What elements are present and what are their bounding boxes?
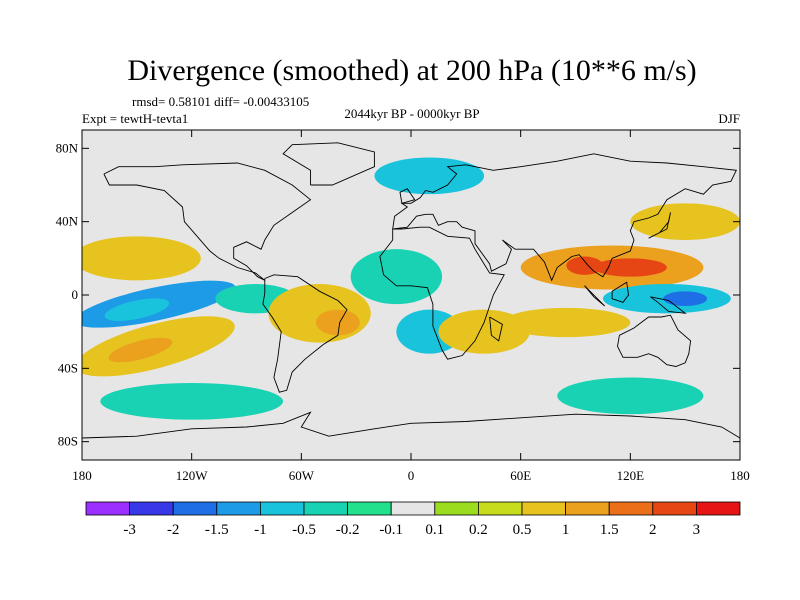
colorbar-label: 0.2	[469, 522, 488, 538]
colorbar-swatch	[608, 501, 654, 516]
coastline-10	[489, 316, 503, 342]
y-tick-label: 40S	[58, 360, 78, 375]
coastline-3	[392, 153, 737, 282]
experiment-label: Expt = tewtH-tevta1	[82, 111, 188, 126]
colorbar-swatch	[172, 501, 218, 516]
colorbar-swatch	[521, 501, 566, 516]
colorbar-swatch	[390, 501, 436, 516]
x-tick-label: 60W	[289, 468, 315, 483]
divergence-anomaly-16	[502, 307, 631, 338]
colorbar-swatch	[303, 501, 348, 516]
x-tick-label: 0	[408, 468, 415, 483]
colorbar-label: -3	[123, 522, 136, 538]
colorbar-label: -0.1	[379, 522, 403, 538]
colorbar: -3 -2 -1.5 -1 -0.5 -0.2 -0.1 0.1 0.2 0.5 1 1.5 2 3	[85, 501, 741, 538]
divergence-anomaly-17	[374, 157, 485, 195]
y-tick-label: 40N	[56, 214, 79, 229]
colorbar-swatch	[85, 501, 130, 516]
divergence-anomaly-7	[315, 309, 360, 336]
colorbar-label: -1	[254, 522, 267, 538]
colorbar-label: 1	[562, 522, 570, 538]
x-tick-label: 60E	[510, 468, 531, 483]
coastline-6	[282, 142, 375, 186]
divergence-anomaly-20	[557, 377, 704, 415]
colorbar-swatch	[129, 501, 174, 516]
coastline-0	[103, 162, 312, 281]
colorbar-swatch	[347, 501, 392, 516]
coastlines	[82, 142, 740, 439]
x-tick-label: 180	[730, 468, 750, 483]
divergence-anomaly-19	[100, 383, 284, 420]
y-tick-label: 80N	[56, 140, 79, 155]
chart-title: Divergence (smoothed) at 200 hPa (10**6 …	[127, 54, 696, 87]
coastline-1	[262, 274, 348, 393]
coastline-4	[617, 314, 692, 367]
y-tick-label: 0	[72, 287, 79, 302]
colorbar-label: -0.2	[336, 522, 360, 538]
colorbar-swatch	[652, 501, 697, 516]
colorbar-swatch	[477, 501, 523, 516]
divergence-anomaly-6	[268, 284, 371, 343]
colorbar-swatch	[259, 501, 305, 516]
colorbar-swatch	[434, 501, 479, 516]
colorbar-label: 3	[693, 522, 701, 538]
divergence-anomaly-4	[82, 236, 201, 281]
coastline-2	[379, 226, 505, 360]
colorbar-label: -2	[167, 522, 180, 538]
coastline-7	[584, 285, 606, 307]
period-label: 2044kyr BP - 0000kyr BP	[344, 106, 479, 121]
divergence-anomaly-1	[104, 298, 170, 321]
colorbar-label: 2	[649, 522, 657, 538]
divergence-anomaly-12	[593, 258, 667, 277]
stats-label: rmsd= 0.58101 diff= -0.00433105	[132, 94, 309, 109]
colorbar-swatch	[565, 501, 610, 516]
x-tick-label: 180	[72, 468, 92, 483]
coastline-11	[648, 212, 671, 239]
colorbar-label: 0.5	[513, 522, 532, 538]
divergence-anomaly-18	[630, 203, 740, 240]
divergence-anomaly-3	[108, 337, 173, 363]
divergence-anomaly-15	[663, 291, 708, 306]
divergence-anomaly-13	[566, 256, 603, 275]
divergence-field	[82, 130, 740, 460]
x-tick-label: 120E	[617, 468, 645, 483]
colorbar-swatch	[696, 501, 741, 516]
divergence-anomaly-8	[350, 249, 443, 305]
axis-ticks: 180 120W 60W 0 60E 120E 180 80N 40N 0 40S 80S	[56, 130, 750, 483]
coastline-8	[611, 281, 629, 303]
season-label: DJF	[718, 111, 740, 126]
colorbar-swatch	[216, 501, 261, 516]
colorbar-label: 1.5	[600, 522, 619, 538]
colorbar-label: 0.1	[425, 522, 444, 538]
y-tick-label: 80S	[58, 434, 78, 449]
colorbar-label: -0.5	[292, 522, 316, 538]
coastline-5	[82, 411, 740, 439]
x-tick-label: 120W	[176, 468, 209, 483]
colorbar-label: -1.5	[205, 522, 229, 538]
coastline-9	[650, 296, 687, 314]
coastline-12	[399, 188, 416, 204]
